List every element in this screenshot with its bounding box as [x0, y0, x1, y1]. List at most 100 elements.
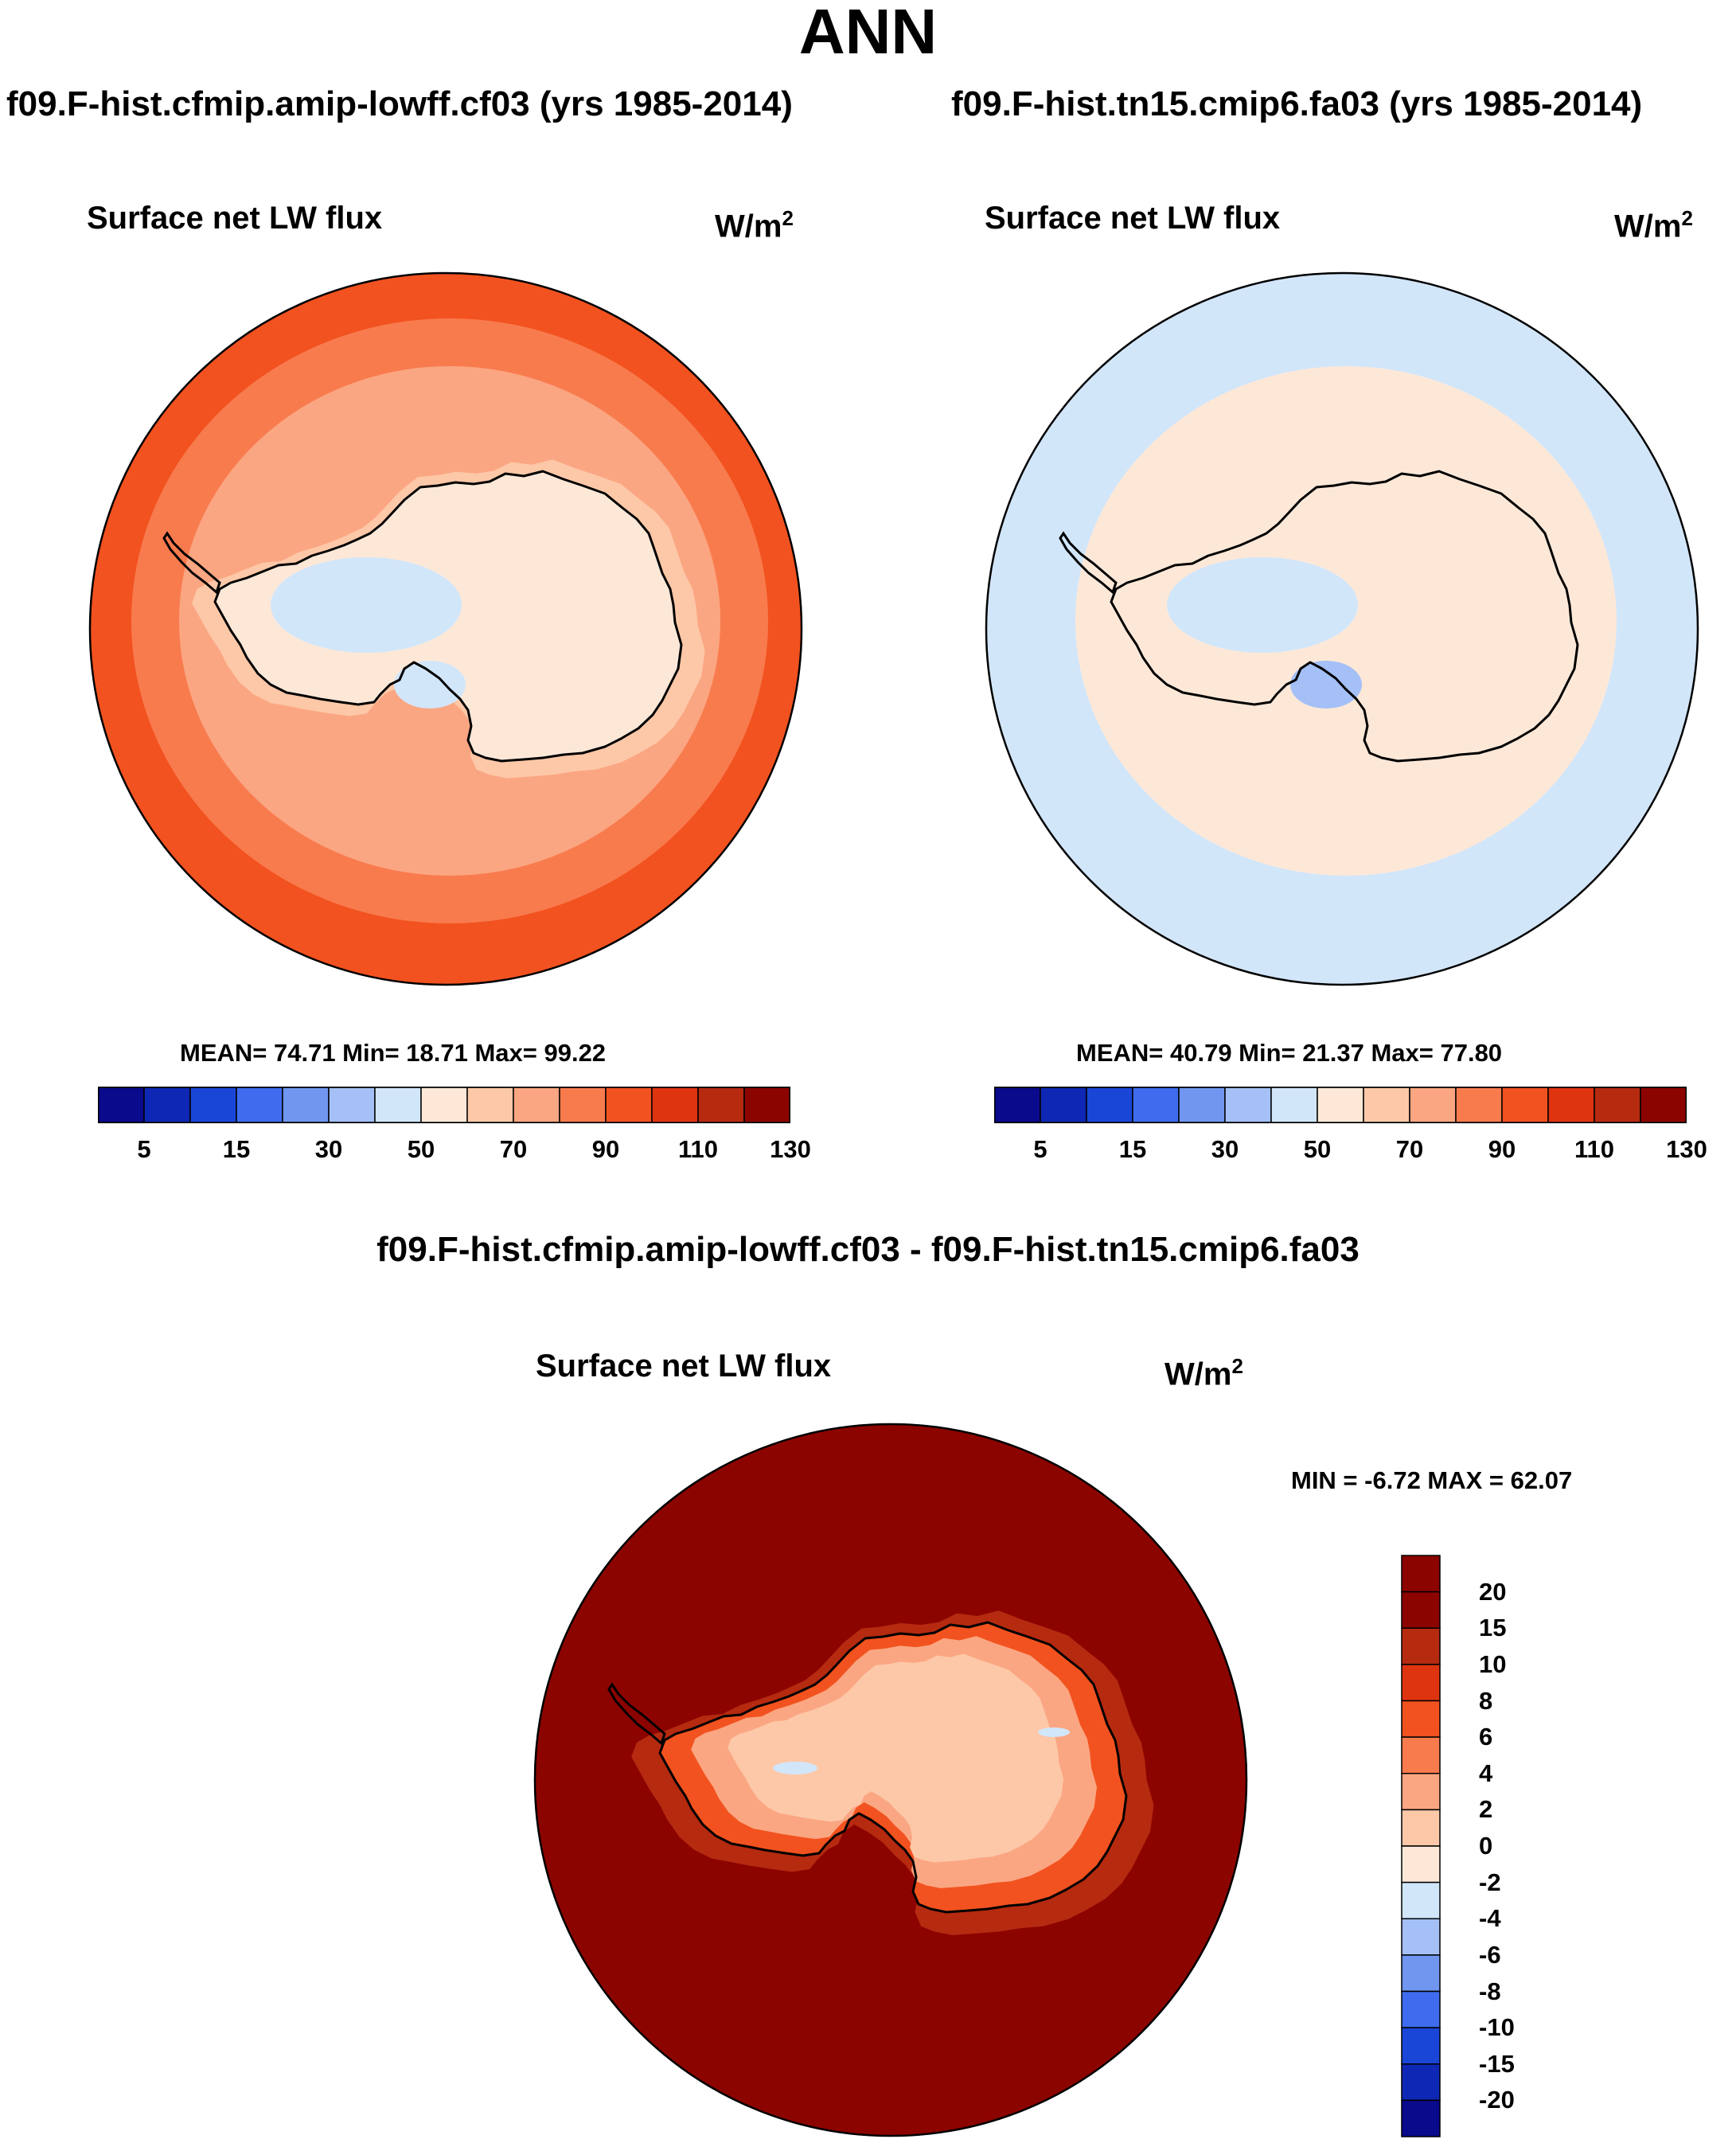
right-colorbar	[994, 1087, 1687, 1123]
right-colorbar-tick-0: 5	[1033, 1135, 1047, 1163]
diff-negative-spot-2	[1038, 1727, 1070, 1737]
diff-colorbar-tick-8: -2	[1479, 1868, 1501, 1896]
diff-colorbar-tick-7: 0	[1479, 1832, 1493, 1860]
diff-colorbar-tick-2: 10	[1479, 1649, 1507, 1678]
left-ross-shelf-region	[394, 661, 466, 708]
diff-colorbar-tick-14: -20	[1479, 2086, 1515, 2114]
right-colorbar-tick-4: 70	[1395, 1135, 1424, 1163]
right-colorbar-box-0	[994, 1087, 1041, 1123]
right-colorbar-box-6	[1270, 1087, 1318, 1123]
left-panel-title: Surface net LW flux	[87, 201, 383, 236]
left-units-exponent: 2	[782, 206, 794, 230]
right-colorbar-tick-2: 30	[1211, 1135, 1239, 1163]
diff-colorbar-box-4	[1401, 1700, 1441, 1738]
left-west-low-region	[271, 557, 462, 653]
diff-colorbar-box-5	[1401, 1736, 1441, 1774]
right-case-title: f09.F-hist.tn15.cmip6.fa03 (yrs 1985-201…	[951, 84, 1643, 123]
left-colorbar-ticks: 5 15 30 50 70 90 110 130	[98, 1135, 810, 1168]
diff-map-fill	[534, 1423, 1247, 2137]
diff-core-region	[728, 1653, 1064, 1863]
right-colorbar-box-4	[1178, 1087, 1226, 1123]
diff-negative-spot-1	[773, 1762, 817, 1774]
diff-colorbar-tick-5: 4	[1479, 1759, 1493, 1787]
right-colorbar-box-11	[1501, 1087, 1549, 1123]
diff-colorbar-box-9	[1401, 1881, 1441, 1919]
left-stats-text: MEAN= 74.71 Min= 18.71 Max= 99.22	[180, 1039, 607, 1067]
diff-colorbar-box-6	[1401, 1773, 1441, 1811]
right-panel-units: W/m2	[1614, 201, 1693, 244]
diff-colorbar-tick-1: 15	[1479, 1614, 1507, 1642]
diff-colorbar-tick-13: -15	[1479, 2049, 1515, 2078]
left-colorbar-box-0	[98, 1087, 145, 1123]
diff-units-text: W/m	[1164, 1356, 1232, 1392]
diff-colorbar-box-7	[1401, 1809, 1441, 1847]
left-colorbar-tick-1: 15	[222, 1135, 251, 1163]
left-colorbar-tick-0: 5	[137, 1135, 151, 1163]
left-colorbar-box-2	[189, 1087, 237, 1123]
left-colorbar-box-9	[513, 1087, 560, 1123]
left-colorbar-tick-5: 90	[591, 1135, 620, 1163]
left-panel-units: W/m2	[715, 201, 794, 244]
left-colorbar	[98, 1087, 790, 1123]
diff-colorbar-tick-0: 20	[1479, 1577, 1507, 1606]
diff-case-title: f09.F-hist.cfmip.amip-lowff.cf03 - f09.F…	[376, 1230, 1360, 1269]
right-colorbar-tick-3: 50	[1303, 1135, 1332, 1163]
diff-panel-units: W/m2	[1164, 1349, 1243, 1392]
left-colorbar-box-7	[420, 1087, 468, 1123]
right-coastline	[1110, 470, 1579, 763]
diff-colorbar	[1401, 1555, 1441, 2137]
right-map-fill	[985, 272, 1699, 986]
diff-colorbar-box-13	[1401, 2027, 1441, 2065]
right-units-text: W/m	[1614, 209, 1682, 244]
left-colorbar-box-13	[697, 1087, 745, 1123]
right-colorbar-box-13	[1594, 1087, 1641, 1123]
left-colorbar-box-11	[605, 1087, 653, 1123]
right-colorbar-tick-7: 130	[1666, 1135, 1707, 1163]
left-colorbar-box-12	[651, 1087, 699, 1123]
diff-colorbar-box-3	[1401, 1664, 1441, 1702]
diff-stats-text: MIN = -6.72 MAX = 62.07	[1291, 1466, 1573, 1494]
left-units-text: W/m	[715, 209, 782, 244]
left-colorbar-tick-7: 130	[770, 1135, 811, 1163]
diff-colorbar-tick-11: -8	[1479, 1977, 1501, 2005]
difference-polar-map	[533, 1423, 1248, 2137]
right-colorbar-box-1	[1040, 1087, 1087, 1123]
right-panel-title: Surface net LW flux	[985, 201, 1281, 236]
left-colorbar-box-10	[559, 1087, 607, 1123]
right-colorbar-box-12	[1547, 1087, 1595, 1123]
diff-colorbar-ticks: 20 15 10 8 6 4 2 0 -2 -4 -6 -8 -10 -15 -20	[1479, 1555, 1566, 2137]
left-map-fill	[89, 272, 802, 986]
diff-colorbar-box-0	[1401, 1555, 1441, 1593]
left-map-border	[88, 271, 803, 986]
diff-colorbar-box-14	[1401, 2063, 1441, 2102]
left-colorbar-tick-3: 50	[407, 1135, 435, 1163]
left-colorbar-box-1	[143, 1087, 191, 1123]
left-colorbar-box-6	[374, 1087, 422, 1123]
right-colorbar-box-5	[1224, 1087, 1272, 1123]
diff-colorbar-tick-9: -4	[1479, 1904, 1501, 1933]
right-polar-map	[985, 271, 1699, 986]
right-colorbar-frame	[994, 1087, 1687, 1123]
right-units-exponent: 2	[1681, 206, 1693, 230]
right-stats-text: MEAN= 40.79 Min= 21.37 Max= 77.80	[1076, 1039, 1503, 1067]
right-ross-shelf-region	[1290, 661, 1362, 708]
diff-units-exponent: 2	[1231, 1354, 1243, 1378]
diff-colorbar-box-10	[1401, 1918, 1441, 1956]
left-colorbar-box-5	[328, 1087, 376, 1123]
left-colorbar-tick-2: 30	[314, 1135, 343, 1163]
diff-colorbar-box-8	[1401, 1845, 1441, 1883]
left-colorbar-box-4	[282, 1087, 330, 1123]
right-colorbar-box-9	[1409, 1087, 1457, 1123]
left-polar-map	[88, 271, 803, 986]
left-case-title: f09.F-hist.cfmip.amip-lowff.cf03 (yrs 19…	[6, 84, 793, 123]
diff-peninsula-coastline	[607, 1682, 666, 1746]
right-colorbar-box-14	[1640, 1087, 1687, 1123]
diff-colorbar-tick-4: 6	[1479, 1723, 1493, 1751]
right-colorbar-box-10	[1455, 1087, 1503, 1123]
diff-colorbar-tick-6: 2	[1479, 1795, 1493, 1824]
left-colorbar-tick-6: 110	[677, 1135, 718, 1163]
diff-coastline	[658, 1621, 1128, 1914]
right-colorbar-tick-6: 110	[1574, 1135, 1614, 1163]
diff-panel-title: Surface net LW flux	[536, 1349, 832, 1384]
diff-map-border	[533, 1423, 1248, 2137]
